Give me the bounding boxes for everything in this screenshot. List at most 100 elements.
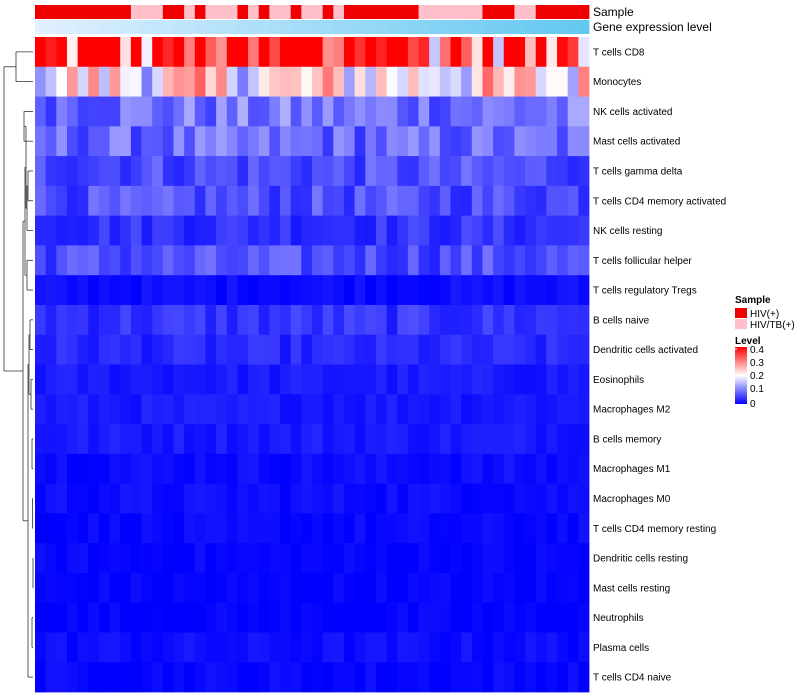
heatmap-cell — [56, 275, 68, 306]
heatmap-cell — [237, 334, 249, 365]
heatmap-cell — [301, 185, 313, 217]
heatmap-cell — [194, 126, 206, 157]
heatmap-cell — [343, 513, 356, 544]
heatmap-cell — [386, 96, 398, 127]
heatmap-cell — [525, 662, 537, 693]
heatmap-cell — [461, 572, 473, 604]
heatmap-cell — [56, 662, 68, 693]
heatmap-cell — [226, 453, 238, 484]
heatmap-cell — [258, 185, 270, 217]
heatmap-cell — [109, 126, 121, 157]
heatmap-cell — [216, 275, 228, 306]
heatmap-cell — [56, 334, 68, 365]
heatmap-cell — [514, 96, 526, 127]
heatmap-cell — [354, 394, 366, 425]
heatmap-cell — [290, 66, 302, 97]
heatmap-cell — [98, 394, 110, 425]
heatmap-cell — [407, 37, 419, 68]
legend-level-tick: 0.2 — [750, 371, 764, 382]
heatmap-cell — [258, 215, 270, 246]
heatmap-cell — [397, 453, 409, 484]
heatmap-cell — [269, 185, 281, 217]
heatmap-cell — [461, 126, 473, 157]
heatmap-cell — [375, 453, 387, 484]
heatmap-cell — [301, 334, 313, 365]
heatmap-cell — [578, 37, 590, 68]
heatmap-cell — [109, 543, 121, 574]
heatmap-cell — [493, 215, 505, 246]
heatmap-cell — [312, 453, 324, 484]
heatmap-cell — [557, 334, 569, 365]
heatmap-cell — [194, 632, 206, 663]
heatmap-cell — [194, 424, 206, 455]
heatmap-cell — [354, 334, 366, 365]
row-label: Neutrophils — [593, 613, 644, 624]
heatmap-cell — [35, 37, 47, 68]
heatmap-cell — [312, 394, 324, 425]
sample-annotation-cell — [333, 5, 345, 19]
heatmap-cell — [343, 126, 356, 157]
heatmap-cell — [333, 126, 345, 157]
heatmap-cell — [386, 126, 398, 157]
heatmap-cell — [461, 245, 473, 276]
heatmap-cell — [226, 364, 238, 395]
heatmap-cell — [567, 572, 579, 604]
heatmap-cell — [439, 245, 451, 276]
heatmap-cell — [312, 185, 324, 217]
heatmap-cell — [77, 185, 89, 217]
heatmap-cell — [418, 96, 430, 127]
heatmap-cell — [98, 126, 110, 157]
heatmap-cell — [429, 453, 441, 484]
heatmap-cell — [535, 275, 547, 306]
heatmap-cell — [503, 602, 515, 633]
heatmap-cell — [98, 215, 110, 246]
heatmap-cell — [397, 66, 409, 97]
heatmap-cell — [301, 424, 313, 455]
heatmap-cell — [471, 156, 483, 187]
heatmap-cell — [397, 96, 409, 127]
heatmap-cell — [386, 483, 398, 514]
heatmap-cell — [503, 662, 515, 693]
heatmap-cell — [269, 304, 281, 336]
heatmap-cell — [280, 156, 292, 187]
heatmap-cell — [109, 245, 121, 276]
heatmap-cell — [535, 572, 547, 604]
heatmap-cell — [216, 37, 228, 68]
heatmap-cell — [482, 215, 494, 246]
heatmap-cell — [482, 275, 494, 306]
heatmap-cell — [312, 126, 324, 157]
heatmap-cell — [120, 543, 132, 574]
heatmap-cell — [578, 394, 590, 425]
heatmap-cell — [130, 245, 142, 276]
heatmap-cell — [525, 483, 537, 514]
heatmap-cell — [141, 37, 153, 68]
heatmap-cell — [45, 66, 57, 97]
heatmap-cell — [450, 334, 462, 365]
heatmap-cell — [322, 632, 334, 663]
heatmap-cell — [109, 37, 121, 68]
heatmap-cell — [216, 156, 228, 187]
heatmap-cell — [162, 543, 174, 574]
heatmap-cell — [269, 37, 281, 68]
heatmap-cell — [216, 364, 228, 395]
heatmap-cell — [535, 37, 547, 68]
heatmap-cell — [258, 513, 270, 544]
heatmap-cell — [354, 602, 366, 633]
heatmap-cell — [557, 424, 569, 455]
sample-annotation-cell — [450, 5, 462, 19]
heatmap-cell — [216, 483, 228, 514]
heatmap-cell — [162, 66, 174, 97]
expression-annotation-cell — [546, 20, 558, 34]
sample-annotation-cell — [258, 5, 270, 19]
heatmap-cell — [439, 275, 451, 306]
heatmap-cell — [535, 543, 547, 574]
heatmap-cell — [66, 632, 79, 663]
heatmap-cell — [109, 424, 121, 455]
heatmap-cell — [557, 66, 569, 97]
heatmap-cell — [258, 245, 270, 276]
heatmap-cell — [184, 483, 196, 514]
heatmap-cell — [514, 483, 526, 514]
sample-annotation-cell — [429, 5, 441, 19]
heatmap-cell — [226, 602, 238, 633]
heatmap-cell — [471, 632, 483, 663]
